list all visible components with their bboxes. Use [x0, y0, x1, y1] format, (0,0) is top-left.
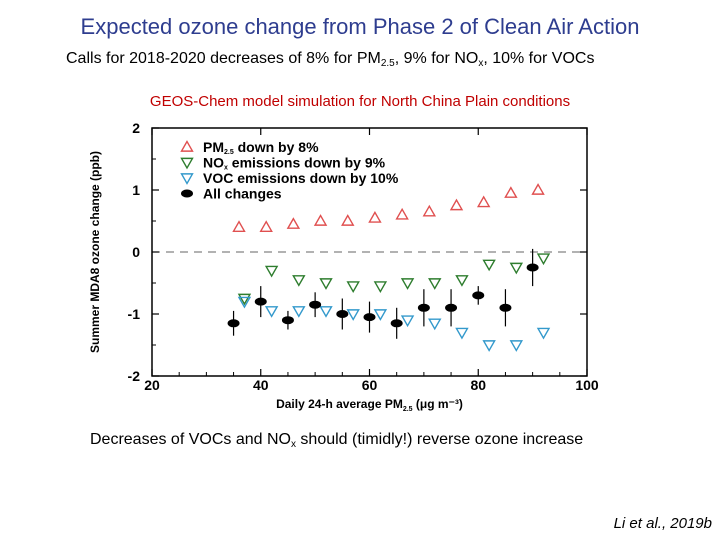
data-point-pm25 — [449, 198, 464, 211]
data-point-pm25 — [476, 195, 491, 208]
slide-subtitle: Calls for 2018-2020 decreases of 8% for … — [66, 50, 594, 69]
y-tick-label: 1 — [132, 182, 140, 198]
data-point-voc — [536, 327, 551, 340]
data-point-pm25 — [422, 204, 437, 217]
data-point-pm25 — [232, 220, 246, 233]
subtitle-suffix: , 10% for VOCs — [483, 50, 595, 67]
series-pm25 — [232, 183, 545, 233]
legend-label-voc: VOC emissions down by 10% — [203, 170, 399, 186]
y-tick-label: -2 — [128, 368, 141, 384]
data-point-pm25 — [259, 220, 273, 233]
data-point-nox — [373, 281, 388, 294]
conclusion-prefix: Decreases of VOCs and NO — [90, 431, 291, 448]
data-point-voc — [455, 327, 469, 340]
x-tick-label: 100 — [575, 377, 599, 393]
legend-marker-nox — [180, 157, 194, 170]
data-point-voc — [428, 318, 442, 331]
data-point-voc — [237, 296, 252, 309]
subtitle-mid: , 9% for NO — [394, 50, 479, 67]
data-point-nox — [319, 278, 333, 290]
data-point-all — [445, 303, 458, 312]
data-point-nox — [536, 253, 551, 266]
citation: Li et al., 2019b — [613, 515, 712, 532]
data-point-all — [227, 319, 240, 328]
data-point-nox — [264, 265, 279, 278]
data-point-pm25 — [313, 214, 328, 226]
legend-marker-pm25 — [180, 140, 194, 152]
data-point-pm25 — [286, 217, 301, 229]
data-point-voc — [346, 309, 360, 321]
data-point-pm25 — [504, 186, 518, 198]
data-point-all — [336, 310, 349, 318]
legend-marker-voc — [180, 173, 194, 185]
data-point-pm25 — [341, 214, 355, 226]
data-point-all — [363, 313, 376, 322]
x-axis-label: Daily 24-h average PM2.5 (μg m⁻³) — [276, 397, 463, 413]
data-point-pm25 — [531, 183, 545, 195]
series-nox — [237, 253, 551, 306]
y-tick-label: -1 — [128, 306, 141, 322]
subtitle-nox-subscript: x — [478, 58, 484, 69]
data-point-all — [499, 303, 512, 312]
data-point-nox — [292, 275, 306, 287]
data-point-all — [526, 263, 539, 272]
data-point-voc — [292, 306, 306, 318]
data-point-nox — [482, 259, 496, 272]
data-point-voc — [400, 315, 415, 328]
data-point-nox — [428, 278, 442, 290]
data-point-voc — [482, 340, 496, 352]
data-point-all — [472, 291, 485, 300]
x-tick-label: 20 — [144, 377, 160, 393]
series-all — [227, 248, 539, 339]
conclusion-suffix: should (timidly!) reverse ozone increase — [295, 431, 584, 448]
data-point-pm25 — [395, 207, 409, 220]
simulation-title: GEOS-Chem model simulation for North Chi… — [149, 93, 571, 110]
subtitle-pm-subscript: 2.5 — [380, 58, 395, 69]
y-tick-label: 0 — [132, 244, 140, 260]
legend-label-nox: NOx emissions down by 9% — [203, 155, 386, 172]
data-point-voc — [264, 306, 279, 318]
x-tick-label: 80 — [470, 377, 486, 393]
data-point-all — [309, 300, 322, 309]
data-point-nox — [346, 281, 360, 294]
data-point-pm25 — [368, 210, 382, 223]
legend-marker-all — [181, 189, 193, 198]
conclusion-subscript: x — [290, 439, 296, 450]
y-axis-label: Summer MDA8 ozone change (ppb) — [88, 151, 102, 353]
data-point-nox — [237, 293, 252, 306]
data-point-all — [390, 319, 403, 328]
data-point-all — [417, 303, 430, 312]
data-point-all — [281, 316, 294, 325]
data-point-all — [254, 297, 267, 306]
data-point-nox — [509, 262, 524, 275]
conclusion-text: Decreases of VOCs and NOx should (timidl… — [90, 431, 583, 450]
subtitle-prefix: Calls for 2018-2020 decreases of 8% for … — [66, 50, 381, 67]
x-tick-label: 60 — [362, 377, 378, 393]
data-point-nox — [455, 275, 469, 287]
data-point-voc — [319, 306, 333, 318]
data-point-nox — [400, 278, 415, 290]
x-tick-label: 40 — [253, 377, 269, 393]
y-tick-label: 2 — [132, 120, 140, 136]
legend-label-pm25: PM2.5 down by 8% — [203, 139, 319, 156]
data-point-voc — [509, 340, 524, 352]
slide-title: Expected ozone change from Phase 2 of Cl… — [80, 14, 640, 39]
legend-label-all: All changes — [203, 186, 282, 202]
data-point-voc — [373, 309, 388, 321]
series-voc — [237, 296, 551, 352]
